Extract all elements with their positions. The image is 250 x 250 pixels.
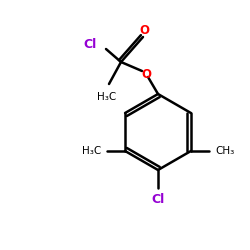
Text: O: O (141, 68, 151, 80)
Text: O: O (139, 24, 149, 36)
Text: CH₃: CH₃ (215, 146, 234, 156)
Text: Cl: Cl (152, 193, 164, 206)
Text: H₃C: H₃C (98, 92, 116, 102)
Text: H₃C: H₃C (82, 146, 101, 156)
Text: Cl: Cl (84, 38, 97, 52)
